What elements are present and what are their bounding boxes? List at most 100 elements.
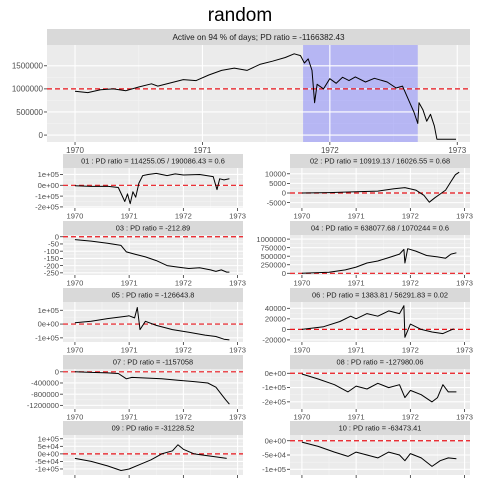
y-tick-label: 10000: [265, 169, 286, 178]
y-tick-label: -1e+05: [262, 383, 286, 392]
x-tick-label: 1971: [121, 279, 138, 288]
x-tick-label: 1970: [66, 212, 83, 221]
series-line: [301, 305, 454, 338]
facet-strip-label: 05 : PD ratio = -126643.8: [112, 291, 195, 300]
y-tick-label: -5000: [267, 198, 286, 207]
facet-panel: 02 : PD ratio = 10919.13 / 16026.55 = 0.…: [265, 154, 473, 221]
x-tick-label: 1972: [402, 212, 419, 221]
x-tick-label: 1972: [402, 279, 419, 288]
x-tick-label: 1972: [402, 413, 419, 422]
plot-background: [47, 45, 470, 142]
y-tick-label: -150: [44, 254, 59, 263]
x-tick-label: 1970: [293, 212, 310, 221]
y-tick-label: 1500000: [12, 62, 44, 71]
y-tick-label: 1e+05: [38, 170, 59, 179]
y-tick-label: 1e+05: [38, 434, 59, 443]
plot-background: [63, 302, 243, 342]
y-tick-label: 20000: [265, 315, 286, 324]
series-line: [74, 444, 227, 471]
x-tick-label: 1973: [229, 346, 246, 355]
facet-panel: 09 : PD ratio = -31228.52197019711972197…: [35, 421, 246, 485]
x-tick-label: 1973: [448, 146, 466, 155]
x-tick-label: 1973: [229, 279, 246, 288]
facet-strip: [63, 221, 243, 235]
y-tick-label: 0: [282, 269, 286, 278]
x-tick-label: 1971: [348, 413, 365, 422]
y-tick-label: 0e+00: [38, 181, 59, 190]
y-tick-label: -1200000: [27, 401, 59, 410]
facet-strip: [290, 221, 470, 235]
x-tick-label: 1970: [66, 146, 84, 155]
y-tick-label: 0e+00: [265, 369, 286, 378]
series-line: [74, 371, 230, 405]
y-tick-label: 0e+00: [38, 320, 59, 329]
y-tick-label: 40000: [265, 304, 286, 313]
y-tick-label: 0: [282, 189, 286, 198]
y-tick-label: 0: [282, 325, 286, 334]
x-tick-label: 1970: [293, 413, 310, 422]
series-line: [74, 53, 456, 140]
series-line: [74, 307, 230, 341]
x-tick-label: 1972: [175, 413, 192, 422]
x-tick-label: 1972: [175, 279, 192, 288]
x-tick-label: 1973: [456, 346, 473, 355]
y-tick-label: 0: [55, 232, 59, 241]
series-line: [301, 373, 457, 403]
x-tick-label: 1971: [348, 212, 365, 221]
x-tick-label: 1972: [402, 346, 419, 355]
y-tick-label: -1e+05: [35, 192, 59, 201]
plot-background: [63, 369, 243, 409]
y-tick-label: 0e+00: [38, 450, 59, 459]
y-tick-label: -2e+05: [262, 398, 286, 407]
highlight-band: [303, 45, 418, 142]
facet-panel: Active on 94 % of days; PD ratio = -1166…: [12, 29, 470, 155]
series-line: [301, 441, 457, 467]
y-tick-label: 500000: [16, 108, 43, 117]
x-tick-label: 1972: [175, 212, 192, 221]
y-tick-label: -800000: [31, 390, 59, 399]
x-tick-label: 1973: [229, 413, 246, 422]
y-tick-label: -1e+05: [35, 465, 59, 474]
y-tick-label: 1e+05: [38, 306, 59, 315]
y-tick-label: 750000: [261, 243, 286, 252]
facet-strip-label: 01 : PD ratio = 114255.05 / 190086.43 = …: [81, 157, 225, 166]
x-tick-label: 1970: [293, 279, 310, 288]
facet-strip: [290, 355, 470, 369]
x-tick-label: 1972: [321, 146, 339, 155]
y-tick-label: -5e+04: [35, 457, 59, 466]
y-tick-label: 5000: [269, 179, 286, 188]
facet-panel: 07 : PD ratio = -1157058 1970 1971 1972 1973…: [27, 355, 246, 422]
facet-strip-label: 04 : PD ratio = 638077.68 / 1070244 = 0.…: [311, 224, 449, 233]
plot-background: [290, 235, 470, 275]
y-tick-label: -50: [48, 240, 59, 249]
facet-strip-label: 06 : PD ratio = 1383.81 / 56291.83 = 0.0…: [312, 291, 448, 300]
x-tick-label: 1970: [66, 346, 83, 355]
y-tick-label: 250000: [261, 260, 286, 269]
page-title: random: [208, 5, 272, 26]
y-tick-label: -1e+05: [262, 465, 286, 474]
plot-background: [63, 435, 243, 475]
facet-strip: [63, 288, 243, 302]
facet-strip-label: 07 : PD ratio = -1157058: [113, 358, 193, 367]
series-line: [301, 248, 457, 274]
y-tick-label: -100: [44, 247, 59, 256]
x-tick-label: 1973: [456, 212, 473, 221]
x-tick-label: 1973: [456, 279, 473, 288]
x-tick-label: 1971: [194, 146, 212, 155]
y-tick-label: 1000000: [12, 85, 44, 94]
facet-strip: [63, 355, 243, 369]
y-tick-label: 1000000: [256, 235, 286, 244]
x-tick-label: 1973: [456, 413, 473, 422]
facet-strip-label: 08 : PD ratio = -127980.06: [337, 358, 424, 367]
series-line: [74, 239, 230, 273]
y-tick-label: -5e+04: [262, 451, 286, 460]
x-tick-label: 1971: [121, 413, 138, 422]
x-tick-label: 1970: [66, 279, 83, 288]
y-tick-label: 0: [39, 131, 44, 140]
facet-strip: [290, 288, 470, 302]
facet-strip-label: Active on 94 % of days; PD ratio = -1166…: [172, 33, 345, 42]
y-tick-label: -1e+05: [35, 334, 59, 343]
facet-strip: [63, 421, 243, 435]
